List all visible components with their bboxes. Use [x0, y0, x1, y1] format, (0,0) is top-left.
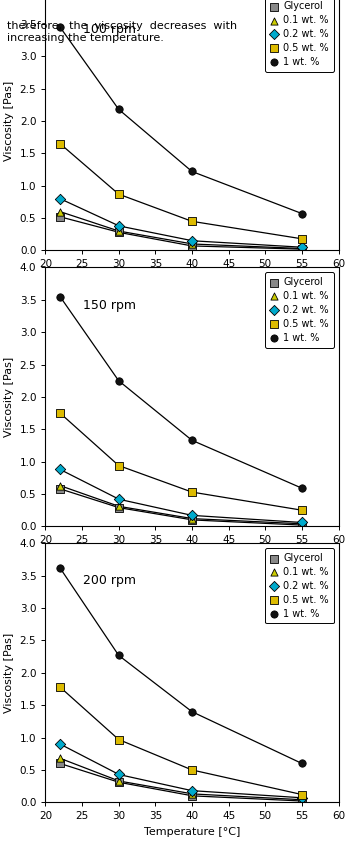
Point [299, 794, 305, 807]
Point [116, 374, 121, 387]
Point [116, 733, 121, 746]
Y-axis label: Viscosity [Pas]: Viscosity [Pas] [4, 81, 14, 161]
Point [57, 482, 63, 496]
Point [189, 509, 195, 522]
Point [299, 756, 305, 770]
X-axis label: Temperature [°C]: Temperature [°C] [144, 827, 240, 837]
Point [189, 787, 195, 801]
Point [116, 775, 121, 789]
Point [189, 763, 195, 777]
Point [57, 680, 63, 694]
Point [189, 784, 195, 797]
Point [189, 705, 195, 718]
Legend: Glycerol, 0.1 wt. %, 0.2 wt. %, 0.5 wt. %, 1 wt. %: Glycerol, 0.1 wt. %, 0.2 wt. %, 0.5 wt. … [265, 548, 334, 623]
Point [57, 137, 63, 150]
Point [57, 561, 63, 575]
Point [299, 788, 305, 801]
Legend: Glycerol, 0.1 wt. %, 0.2 wt. %, 0.5 wt. %, 1 wt. %: Glycerol, 0.1 wt. %, 0.2 wt. %, 0.5 wt. … [265, 0, 334, 71]
Point [189, 165, 195, 178]
Point [57, 20, 63, 34]
Point [299, 242, 305, 256]
Point [189, 513, 195, 526]
Point [57, 210, 63, 223]
Point [116, 226, 121, 239]
Point [116, 458, 121, 472]
Point [116, 224, 121, 238]
Point [57, 290, 63, 303]
Y-axis label: Viscosity [Pas]: Viscosity [Pas] [4, 633, 14, 713]
Point [116, 219, 121, 233]
Point [299, 515, 305, 529]
X-axis label: Temperature [°C]: Temperature [°C] [144, 551, 240, 561]
Point [189, 237, 195, 250]
Point [299, 518, 305, 531]
Point [189, 486, 195, 499]
Point [57, 407, 63, 420]
Point [116, 767, 121, 781]
Point [57, 751, 63, 765]
Point [116, 649, 121, 662]
Point [57, 205, 63, 218]
Point [116, 501, 121, 514]
Point [57, 192, 63, 205]
Point [299, 517, 305, 531]
Y-axis label: Viscosity [Pas]: Viscosity [Pas] [4, 357, 14, 437]
Point [189, 234, 195, 248]
Point [116, 103, 121, 116]
Point [299, 232, 305, 245]
Text: therefore,  the  viscosity  decreases  with
increasing the temperature.: therefore, the viscosity decreases with … [7, 21, 237, 42]
Point [299, 503, 305, 517]
Point [116, 492, 121, 506]
Point [57, 756, 63, 770]
Point [189, 789, 195, 802]
Point [116, 499, 121, 513]
Point [57, 737, 63, 751]
Text: 200 rpm: 200 rpm [83, 575, 136, 588]
Text: 150 rpm: 150 rpm [83, 299, 136, 312]
Point [299, 207, 305, 221]
Point [57, 479, 63, 492]
Point [116, 774, 121, 788]
Point [116, 188, 121, 201]
Point [299, 242, 305, 256]
Point [57, 463, 63, 476]
Point [189, 512, 195, 526]
Point [299, 793, 305, 807]
Text: 100 rpm: 100 rpm [83, 23, 136, 36]
Point [189, 434, 195, 447]
X-axis label: Temperature [°C]: Temperature [°C] [144, 275, 240, 285]
Point [299, 240, 305, 254]
Point [299, 481, 305, 495]
Point [299, 791, 305, 805]
Point [189, 239, 195, 253]
Point [189, 215, 195, 228]
Legend: Glycerol, 0.1 wt. %, 0.2 wt. %, 0.5 wt. %, 1 wt. %: Glycerol, 0.1 wt. %, 0.2 wt. %, 0.5 wt. … [265, 273, 334, 347]
